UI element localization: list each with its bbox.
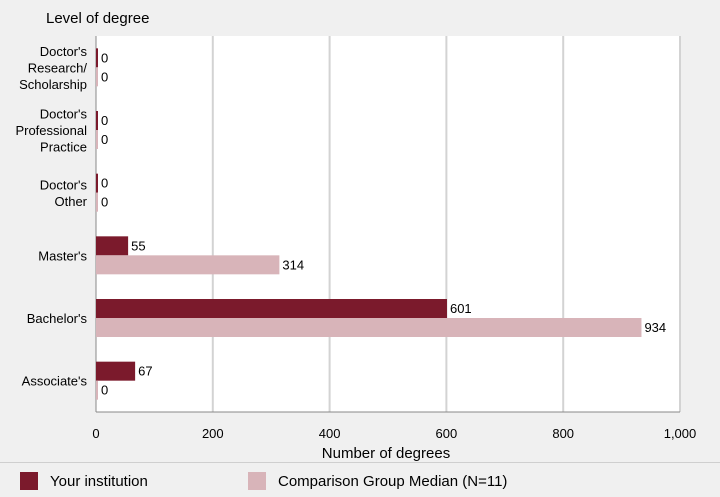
- x-tick-label: 800: [552, 426, 574, 441]
- bar: [96, 111, 98, 130]
- bar: [96, 67, 98, 87]
- bar: [96, 236, 129, 256]
- data-label: 0: [101, 195, 108, 210]
- bar: [96, 192, 98, 212]
- category-label: Scholarship: [19, 77, 87, 92]
- data-label: 0: [101, 383, 108, 398]
- data-label: 314: [282, 257, 304, 272]
- data-label: 0: [101, 69, 108, 84]
- x-tick-label: 400: [319, 426, 341, 441]
- category-label: Doctor's: [40, 107, 88, 122]
- legend-item-comparison-group: Comparison Group Median (N=11): [248, 472, 507, 490]
- bar: [96, 380, 98, 400]
- category-label: Doctor's: [40, 44, 88, 59]
- category-label: Practice: [40, 140, 87, 155]
- data-label: 67: [138, 364, 152, 379]
- bar: [96, 361, 136, 381]
- legend: Your institution Comparison Group Median…: [0, 472, 720, 496]
- x-tick-label: 1,000: [664, 426, 697, 441]
- legend-swatch-your-institution: [20, 472, 38, 490]
- x-tick-label: 600: [436, 426, 458, 441]
- bar: [96, 130, 98, 149]
- category-label: Professional: [15, 123, 87, 138]
- plot-area: [96, 36, 680, 412]
- legend-label-your-institution: Your institution: [50, 472, 148, 490]
- chart-title: Level of degree: [46, 10, 149, 27]
- bar: [96, 173, 98, 193]
- legend-label-comparison-group: Comparison Group Median (N=11): [278, 472, 508, 490]
- legend-divider: [0, 462, 720, 463]
- category-label: Bachelor's: [27, 311, 88, 326]
- data-label: 0: [101, 113, 108, 128]
- x-axis-label: Number of degrees: [322, 445, 450, 462]
- category-label: Research/: [28, 60, 88, 75]
- bar: [96, 318, 642, 337]
- bar: [96, 48, 98, 68]
- category-label: Master's: [38, 248, 87, 263]
- legend-swatch-comparison-group: [248, 472, 266, 490]
- data-label: 0: [101, 176, 108, 191]
- bar-chart: 0 200 400 600 800 1,000 Level of degree Number …: [15, 10, 697, 462]
- x-tick-label: 0: [92, 426, 99, 441]
- data-label: 0: [101, 50, 108, 65]
- data-label: 601: [450, 301, 472, 316]
- data-label: 934: [644, 320, 666, 335]
- x-tick-label: 200: [202, 426, 224, 441]
- category-label: Other: [54, 194, 87, 209]
- data-label: 0: [101, 132, 108, 147]
- data-label: 55: [131, 238, 145, 253]
- bar: [96, 255, 280, 275]
- legend-item-your-institution: Your institution: [20, 472, 148, 490]
- bar: [96, 299, 447, 318]
- category-label: Associate's: [22, 374, 88, 389]
- category-label: Doctor's: [40, 177, 88, 192]
